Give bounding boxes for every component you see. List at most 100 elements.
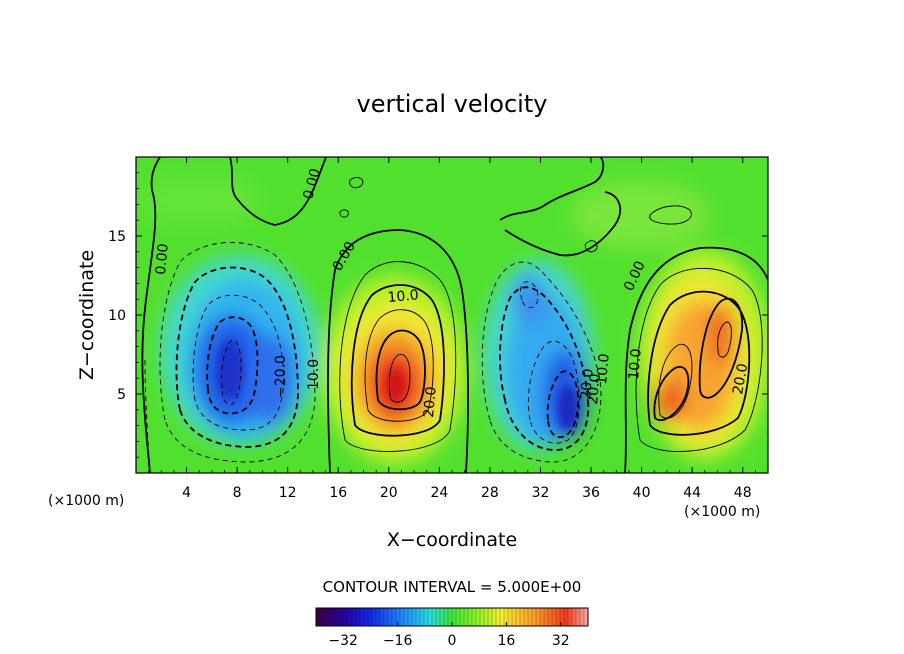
colorbar-swatch bbox=[348, 608, 353, 626]
colorbar-swatch bbox=[328, 608, 333, 626]
contour-label: 20.0 bbox=[421, 386, 440, 418]
field-blob bbox=[570, 180, 710, 250]
contour-negative bbox=[527, 340, 580, 444]
contour-label: 10.0 bbox=[387, 287, 419, 306]
x-tick-label: 12 bbox=[279, 485, 297, 501]
contour-label: 10.0 bbox=[306, 359, 322, 390]
contour-positive bbox=[375, 329, 426, 411]
colorbar-swatch bbox=[504, 608, 509, 626]
x-tick-label: 28 bbox=[481, 485, 499, 501]
colorbar-swatch bbox=[532, 608, 537, 626]
colorbar-swatch bbox=[316, 608, 321, 626]
colorbar-swatch bbox=[528, 608, 533, 626]
colorbar-swatch bbox=[392, 608, 397, 626]
field-blob bbox=[140, 175, 260, 225]
colorbar-swatch bbox=[452, 608, 457, 626]
y-tick-label: 5 bbox=[117, 387, 126, 403]
colorbar: −32 −16 0 16 32 bbox=[315, 607, 589, 649]
colorbar-swatch bbox=[432, 608, 437, 626]
colorbar-swatch bbox=[560, 608, 565, 626]
contour-misc bbox=[584, 240, 598, 253]
contour-positive bbox=[658, 343, 693, 419]
contour-zero bbox=[499, 157, 605, 221]
colorbar-swatch bbox=[548, 608, 553, 626]
colorbar-swatch bbox=[360, 608, 365, 626]
x-tick-label: 24 bbox=[430, 485, 448, 501]
colorbar-swatch bbox=[480, 608, 485, 626]
contour-positive bbox=[339, 261, 457, 452]
colorbar-swatch bbox=[444, 608, 449, 626]
x-tick-label: 8 bbox=[233, 485, 242, 501]
contour-positive bbox=[388, 353, 411, 403]
x-tick-label: 20 bbox=[380, 485, 398, 501]
contour-misc bbox=[339, 209, 349, 218]
field-blob bbox=[216, 340, 244, 400]
field-blob bbox=[386, 369, 406, 401]
colorbar-swatch bbox=[568, 608, 573, 626]
contour-positive bbox=[698, 297, 744, 399]
contour-label: 20.0 bbox=[585, 373, 604, 405]
contour-negative bbox=[481, 261, 602, 463]
colorbar-swatch bbox=[404, 608, 409, 626]
colorbar-swatch bbox=[516, 608, 521, 626]
contour-label: 10.0 bbox=[594, 353, 613, 385]
contour-negative bbox=[499, 286, 590, 451]
x-tick-label: 40 bbox=[633, 485, 651, 501]
colorbar-tick-label: 32 bbox=[552, 633, 570, 649]
colorbar-swatch bbox=[520, 608, 525, 626]
contour-label: 20.0 bbox=[730, 362, 751, 395]
heatmap-field: 0.00 0.00 0.00 0.00 −20.0 10.0 10.0 20.0… bbox=[136, 157, 768, 473]
colorbar-swatch bbox=[408, 608, 413, 626]
colorbar-swatch bbox=[376, 608, 381, 626]
colorbar-swatch bbox=[332, 608, 337, 626]
contour-zero bbox=[229, 157, 327, 226]
colorbar-swatch bbox=[540, 608, 545, 626]
contour-interval-text: CONTOUR INTERVAL = 5.000E+00 bbox=[323, 578, 582, 596]
colorbar-swatch bbox=[400, 608, 405, 626]
colorbar-swatch bbox=[412, 608, 417, 626]
colorbar-swatch bbox=[436, 608, 441, 626]
contour-label: 0.00 bbox=[300, 167, 324, 201]
colorbar-swatch bbox=[320, 608, 325, 626]
colorbar-swatch bbox=[584, 608, 589, 626]
colorbar-swatch bbox=[440, 608, 445, 626]
y-tick-label: 15 bbox=[108, 229, 126, 245]
colorbar-swatch bbox=[372, 608, 377, 626]
colorbar-swatch bbox=[340, 608, 345, 626]
colorbar-swatch bbox=[324, 608, 329, 626]
colorbar-swatch bbox=[576, 608, 581, 626]
contour-negative bbox=[159, 242, 316, 463]
contour-zero bbox=[504, 191, 622, 257]
colorbar-swatch bbox=[524, 608, 529, 626]
colorbar-swatch bbox=[344, 608, 349, 626]
colorbar-swatch bbox=[384, 608, 389, 626]
contour-positive bbox=[635, 267, 763, 452]
contour-zero bbox=[141, 157, 161, 473]
colorbar-swatch bbox=[380, 608, 385, 626]
colorbar-swatch bbox=[456, 608, 461, 626]
colorbar-swatch bbox=[564, 608, 569, 626]
contour-label: 20.0 bbox=[578, 368, 597, 400]
colorbar-swatch bbox=[500, 608, 505, 626]
contour-label: −20.0 bbox=[273, 355, 289, 398]
colorbar-swatch bbox=[468, 608, 473, 626]
contour-positive bbox=[364, 309, 434, 422]
colorbar-swatch bbox=[424, 608, 429, 626]
x-tick-label: 16 bbox=[329, 485, 347, 501]
colorbar-swatch bbox=[476, 608, 481, 626]
y-tick-label: 10 bbox=[108, 308, 126, 324]
contour-misc bbox=[144, 359, 151, 473]
contour-misc bbox=[649, 205, 692, 225]
contour-misc bbox=[349, 177, 364, 189]
contour-lines bbox=[141, 157, 768, 473]
colorbar-swatch bbox=[356, 608, 361, 626]
x-unit-right: (×1000 m) bbox=[684, 504, 760, 520]
contour-negative bbox=[175, 266, 299, 448]
contour-zero bbox=[624, 246, 768, 473]
contour-negative bbox=[519, 281, 539, 309]
colorbar-swatch bbox=[388, 608, 393, 626]
colorbar-swatch bbox=[336, 608, 341, 626]
contour-negative bbox=[192, 294, 284, 431]
y-axis: 5 10 15 bbox=[108, 172, 768, 458]
